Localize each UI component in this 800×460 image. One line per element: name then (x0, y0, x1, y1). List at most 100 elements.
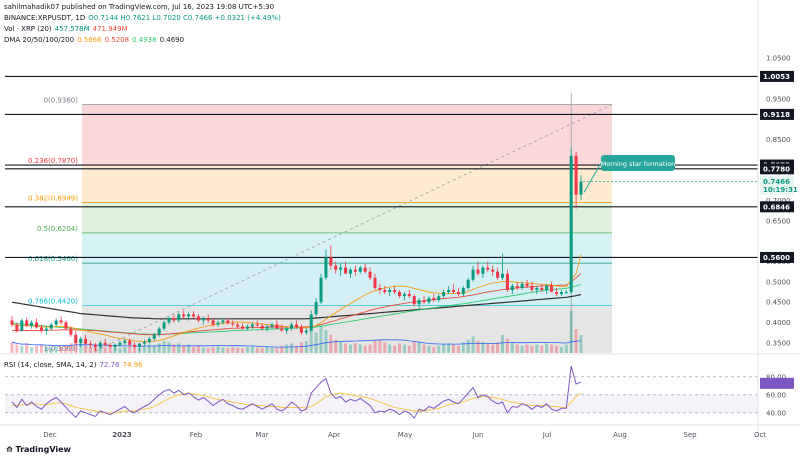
candle-body (69, 328, 73, 335)
volume-bar (241, 348, 245, 353)
candle-body (412, 296, 416, 305)
time-axis-label: Mar (255, 431, 268, 439)
candle-body (535, 287, 539, 290)
volume-bar (432, 347, 436, 353)
candle-body (74, 334, 78, 343)
candle-body (309, 314, 313, 331)
candle-body (363, 267, 367, 272)
fib-label-3: 0.5(0.6204) (37, 225, 78, 233)
fib-label-0: 0(0.9360) (44, 97, 79, 105)
volume-bar (466, 339, 470, 353)
volume-bar (167, 342, 171, 353)
candle-body (407, 294, 411, 297)
candle-body (265, 326, 269, 329)
candle-body (304, 330, 308, 333)
rsi-label: RSI (14, close, SMA, 14, 2) (4, 361, 97, 369)
volume-bar (88, 347, 92, 353)
price-tag-label: 0.9118 (763, 111, 790, 119)
volume-bar (520, 345, 524, 353)
volume-bar (407, 345, 411, 353)
ohlc-values: O0.7144 H0.7621 L0.7020 C0.7466 +0.0321 … (88, 14, 281, 22)
volume-bar (579, 335, 583, 353)
fib-label-5: 0.786(0.4420) (28, 297, 78, 305)
volume-bar (236, 347, 240, 353)
volume-bar (530, 345, 534, 353)
candle-body (417, 300, 421, 305)
volume-bar (25, 343, 29, 353)
candle-body (466, 279, 470, 288)
volume-bar (535, 344, 539, 353)
candle-body (39, 327, 43, 331)
candle-body (20, 320, 24, 331)
candle-body (177, 314, 181, 321)
fib-label-2: 0.382(0.6949) (28, 195, 78, 203)
rsi-pane: 80.00 60.00 40.00 (0, 353, 800, 420)
volume-bar (525, 344, 529, 353)
candlesticks (10, 147, 583, 351)
volume-bar (39, 344, 43, 353)
fib-band-3 (82, 232, 612, 264)
volume-bar (402, 344, 406, 353)
price-tag-bg (760, 251, 794, 263)
rsi-line (11, 365, 582, 420)
candle-body (15, 324, 19, 331)
volume-bar (417, 342, 421, 353)
time-axis[interactable]: Dec 2023 Feb Mar Apr May Jun Jul Aug Sep Oct (0, 424, 800, 439)
volume-bar (334, 339, 338, 353)
volume-bar (113, 347, 117, 353)
volume-value-2: 471.949M (92, 25, 128, 33)
symbol-name[interactable]: BINANCE:XRPUSDT, 1D (4, 14, 86, 22)
annotation[interactable]: Morning star formation (583, 155, 675, 193)
candle-body (236, 324, 240, 327)
candle-body (554, 292, 558, 295)
tradingview-logo-text: TradingView (15, 445, 71, 454)
volume-bar (388, 344, 392, 353)
candle-body (182, 314, 186, 317)
volume-bar (54, 345, 58, 353)
candle-body (172, 318, 176, 321)
candle-body (476, 269, 480, 274)
candle-body (59, 320, 63, 323)
volume-bar (152, 345, 156, 353)
volume-bar (216, 345, 220, 353)
volume-bar (20, 345, 24, 353)
volume-bar (378, 339, 382, 353)
price-axis-label: 0.7000 (766, 197, 791, 205)
fib-band-2 (82, 202, 612, 233)
fib-label-6: 1(0.3069) (44, 345, 79, 353)
volume-bar (358, 344, 362, 353)
candle-body (471, 269, 475, 280)
fib-band-1 (82, 165, 612, 203)
volume-bar (250, 345, 254, 353)
candle-body (348, 269, 352, 274)
volume-bar (172, 344, 176, 353)
volume-bar (64, 344, 68, 353)
tradingview-logo: ⟰ TradingView (6, 445, 71, 454)
candle-body (201, 318, 205, 321)
dma200-line (11, 293, 582, 320)
volume-bar (515, 344, 519, 353)
volume-bar (275, 348, 279, 353)
price-axis-label: 0.6500 (766, 217, 791, 225)
price-tag-label: 0.7780 (763, 165, 790, 173)
volume-bar (344, 343, 348, 353)
volume-bar (353, 343, 357, 353)
volume-bar (231, 347, 235, 353)
candle-body (344, 267, 348, 274)
price-tag-label: 0.6846 (763, 203, 790, 211)
candle-body (260, 325, 264, 329)
volume-bar (559, 347, 563, 353)
volume-bar (221, 347, 225, 353)
volume-bar (133, 347, 137, 353)
candle-body (196, 316, 200, 321)
candle-body (314, 302, 318, 315)
candle-body (530, 285, 534, 290)
time-axis-label: Oct (754, 431, 766, 439)
volume-bar (569, 311, 573, 353)
rsi-axis-label: 60.00 (766, 391, 786, 399)
price-axis-label: 0.3500 (766, 339, 791, 347)
volume-bar (245, 347, 249, 353)
volume-bar (339, 342, 343, 353)
candle-body (49, 324, 53, 329)
